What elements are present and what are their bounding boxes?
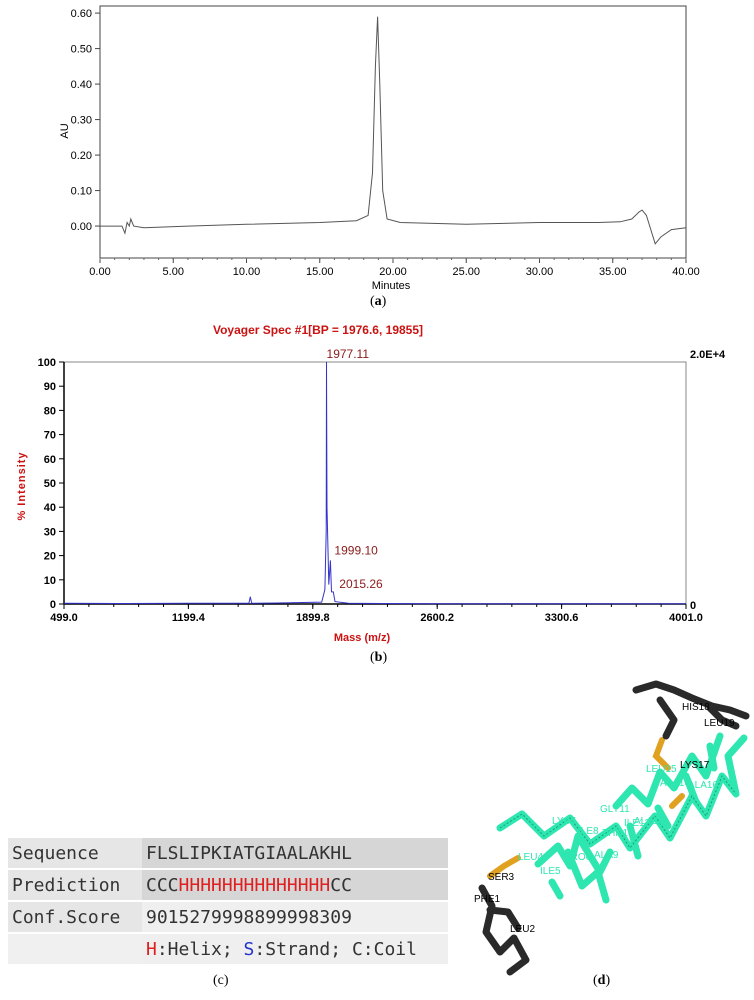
residue-label: LEU19 xyxy=(704,718,735,729)
hplc-y-axis-label: AU xyxy=(59,123,71,138)
ms-y-tick-label: 10 xyxy=(44,575,56,587)
residue-label: LEU2 xyxy=(510,924,535,935)
table-row-legend: H:Helix; S:Strand; C:Coil xyxy=(8,934,448,964)
row-label-prediction: Prediction xyxy=(8,870,142,900)
hplc-x-tick-label: 20.00 xyxy=(379,266,407,278)
ms-y-tick-label: 60 xyxy=(44,454,56,466)
ms-y-tick-label: 0 xyxy=(50,599,56,611)
hplc-x-tick-label: 5.00 xyxy=(163,266,184,278)
ms-x-tick-label: 499.0 xyxy=(50,612,78,624)
caption-b: (b) xyxy=(370,650,388,665)
hplc-x-tick-label: 25.00 xyxy=(452,266,480,278)
sequence-value: FLSLIPKIATGIAALAKHL xyxy=(142,838,448,868)
residue-label: LYS7 xyxy=(552,816,576,827)
residue-label: LYS17 xyxy=(680,760,710,771)
hplc-y-tick-label: 0.10 xyxy=(71,186,92,198)
ms-spectrum-line xyxy=(63,361,686,605)
secondary-structure-prediction-table: Sequence FLSLIPKIATGIAALAKHL Prediction … xyxy=(8,836,448,966)
residue-label: PRO6 xyxy=(564,852,592,863)
ms-x-axis-label: Mass (m/z) xyxy=(334,632,391,644)
hplc-x-tick-label: 15.00 xyxy=(306,266,334,278)
ms-y-tick-label: 100 xyxy=(38,357,56,369)
ms-plot-frame xyxy=(63,361,687,605)
ms-y-tick-label: 30 xyxy=(44,526,56,538)
table-row-prediction: Prediction CCCHHHHHHHHHHHHHHCC xyxy=(8,870,448,900)
ms-y-tick-label: 70 xyxy=(44,430,56,442)
hplc-x-tick-label: 0.00 xyxy=(89,266,110,278)
residue-label: HIS18 xyxy=(682,702,710,713)
hplc-x-tick-label: 10.00 xyxy=(233,266,261,278)
residue-label: ALA14 xyxy=(660,778,690,789)
ms-peak-label: 1977.11 xyxy=(327,347,370,361)
hplc-x-tick-label: 30.00 xyxy=(526,266,554,278)
hplc-x-tick-label: 35.00 xyxy=(599,266,627,278)
ms-x-tick-label: 3300.6 xyxy=(545,612,579,624)
residue-label: ILE12 xyxy=(624,818,651,829)
caption-c: (c) xyxy=(213,973,229,988)
ms-y-tick-label: 90 xyxy=(44,381,56,393)
structure-legend: H:Helix; S:Strand; C:Coil xyxy=(142,934,448,964)
caption-d: (d) xyxy=(593,973,611,988)
ms-right-axis-bottom-label: 0 xyxy=(690,600,696,612)
ms-x-tick-label: 1899.8 xyxy=(296,612,330,624)
maldi-mass-spectrum: Voyager Spec #1[BP = 1976.6, 19855] 499.… xyxy=(16,323,726,644)
row-label-sequence: Sequence xyxy=(8,838,142,868)
hplc-x-axis-label: Minutes xyxy=(372,280,411,292)
hplc-y-tick-label: 0.00 xyxy=(71,221,92,233)
ms-title: Voyager Spec #1[BP = 1976.6, 19855] xyxy=(213,323,423,337)
conf-score-value: 9015279998899998309 xyxy=(142,902,448,932)
hplc-trace-line xyxy=(100,16,687,245)
table-row-conf-score: Conf.Score 9015279998899998309 xyxy=(8,902,448,932)
residue-label: LEU4 xyxy=(518,852,543,863)
residue-label: THR10 xyxy=(602,828,634,839)
row-label-conf-score: Conf.Score xyxy=(8,902,142,932)
ms-y-tick-label: 40 xyxy=(44,502,56,514)
table-row-sequence: Sequence FLSLIPKIATGIAALAKHL xyxy=(8,838,448,868)
residue-label: PHE1 xyxy=(474,894,501,905)
residue-label: GLY11 xyxy=(600,804,630,815)
residue-label: ALA9 xyxy=(594,850,619,861)
ms-right-axis-top-label: 2.0E+4 xyxy=(690,349,726,361)
hplc-y-tick-label: 0.50 xyxy=(71,44,92,56)
ms-y-tick-label: 50 xyxy=(44,478,56,490)
ms-x-tick-label: 1199.4 xyxy=(172,612,206,624)
hplc-x-tick-label: 40.00 xyxy=(672,266,700,278)
ms-y-axis-label: % Intensity xyxy=(16,451,28,520)
prediction-value: CCCHHHHHHHHHHHHHHCC xyxy=(142,870,448,900)
hplc-y-tick-label: 0.20 xyxy=(71,150,92,162)
residue-label: ILE5 xyxy=(540,866,561,877)
hplc-chromatogram: 0.00 5.00 10.00 15.00 20.00 25.00 30.00 35.00 40… xyxy=(59,5,700,292)
ms-x-tick-label: 4001.0 xyxy=(669,612,703,624)
hplc-y-tick-label: 0.60 xyxy=(71,8,92,20)
residue-label: ILE8 xyxy=(578,826,599,837)
residue-label: SER3 xyxy=(488,872,515,883)
ms-y-tick-label: 20 xyxy=(44,551,56,563)
prediction-helix-segment: HHHHHHHHHHHHHH xyxy=(178,874,331,896)
residue-label: ALA13 xyxy=(634,816,664,827)
ms-x-tick-label: 2600.2 xyxy=(420,612,454,624)
ms-peak-label: 2015.26 xyxy=(339,577,383,591)
caption-a: (a) xyxy=(370,294,387,309)
residue-label: LEU15 xyxy=(646,764,677,775)
hplc-y-tick-label: 0.30 xyxy=(71,115,92,127)
ms-peak-label: 1999.10 xyxy=(334,543,378,557)
residue-label: ALA16 xyxy=(688,780,718,791)
ms-y-tick-label: 80 xyxy=(44,405,56,417)
hplc-y-tick-label: 0.40 xyxy=(71,79,92,91)
